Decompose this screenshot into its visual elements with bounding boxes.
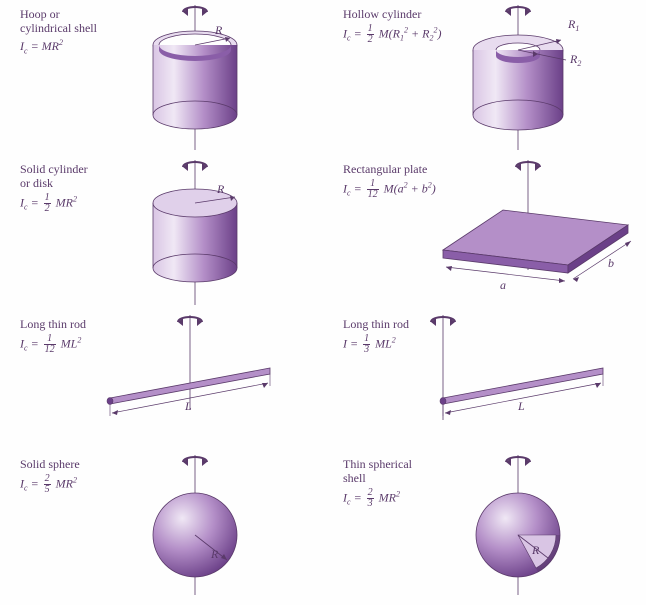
svg-text:b: b: [608, 256, 614, 270]
hoop-shape: R: [135, 0, 323, 155]
svg-text:a: a: [500, 278, 506, 292]
rod-end-shape: L: [423, 310, 646, 450]
cell-hoop: Hoop or cylindrical shell Ic = MR2: [0, 0, 323, 155]
cell-rect: Rectangular plate Ic = 112 M(a2 + b2): [323, 155, 646, 310]
svg-text:L: L: [184, 399, 192, 413]
svg-text:R: R: [216, 182, 225, 196]
cell-solid-cyl: Solid cylinder or disk Ic = 12 MR2 R: [0, 155, 323, 310]
label-sphere: Solid sphere Ic = 25 MR2: [20, 458, 80, 495]
cell-hollow: Hollow cylinder Ic = 12 M(R12 + R22): [323, 0, 646, 155]
hollow-shape: R1 R2: [458, 0, 646, 155]
label-rect: Rectangular plate Ic = 112 M(a2 + b2): [343, 163, 436, 200]
hoop-R: R: [214, 23, 223, 37]
svg-text:R: R: [531, 543, 540, 557]
cell-rod-end: Long thin rod I = 13 ML2 L: [323, 310, 646, 450]
label-rod-center: Long thin rod Ic = 112 ML2: [20, 318, 86, 355]
svg-text:R1: R1: [567, 17, 579, 33]
label-shell: Thin spherical shell Ic = 23 MR2: [343, 458, 412, 509]
svg-text:L: L: [517, 399, 525, 413]
label-solid-cyl: Solid cylinder or disk Ic = 12 MR2: [20, 163, 88, 214]
rect-shape: a b: [433, 155, 646, 310]
solid-cyl-shape: R: [135, 155, 323, 310]
hoop-title2: cylindrical shell: [20, 21, 97, 35]
label-rod-end: Long thin rod I = 13 ML2: [343, 318, 409, 355]
sphere-shape: R: [135, 450, 323, 600]
cell-rod-center: Long thin rod Ic = 112 ML2 L: [0, 310, 323, 450]
label-hollow: Hollow cylinder Ic = 12 M(R12 + R22): [343, 8, 441, 45]
svg-text:R2: R2: [569, 52, 581, 68]
cell-shell: Thin spherical shell Ic = 23 MR2 R: [323, 450, 646, 600]
hoop-title1: Hoop or: [20, 7, 60, 21]
rod-center-shape: L: [100, 310, 323, 450]
hollow-title: Hollow cylinder: [343, 7, 421, 21]
cell-sphere: Solid sphere Ic = 25 MR2: [0, 450, 323, 600]
svg-text:R: R: [210, 547, 219, 561]
label-hoop: Hoop or cylindrical shell Ic = MR2: [20, 8, 97, 55]
shell-shape: R: [458, 450, 646, 600]
hollow-formula: Ic = 12 M(R12 + R22): [343, 24, 441, 45]
shapes-grid: Hoop or cylindrical shell Ic = MR2: [0, 0, 646, 600]
hoop-formula: Ic = MR2: [20, 38, 97, 56]
